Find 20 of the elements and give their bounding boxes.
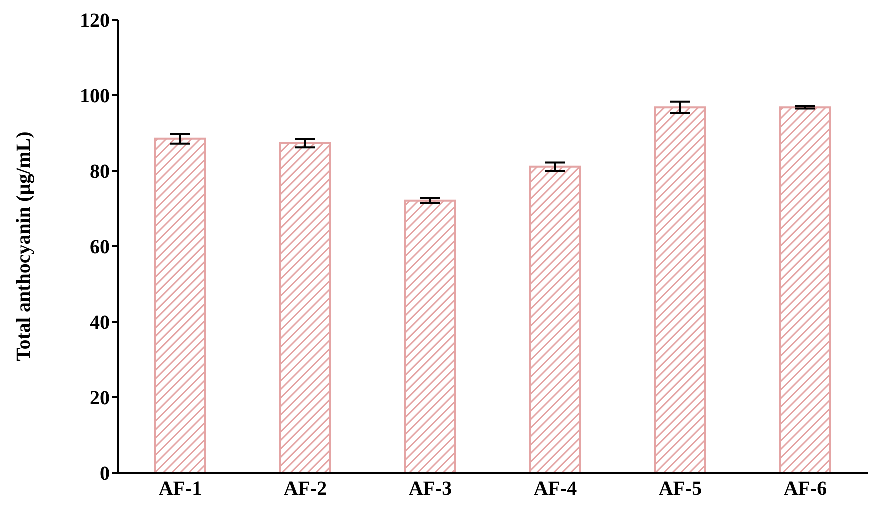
x-tick-label: AF-1	[158, 478, 202, 500]
y-tick-label: 0	[100, 463, 110, 486]
y-tick-label: 100	[80, 86, 110, 108]
y-tick-label: 40	[90, 312, 110, 334]
bar	[530, 166, 582, 473]
y-tick-label: 80	[90, 161, 110, 184]
bar	[404, 200, 456, 473]
bar	[280, 142, 332, 473]
x-tick-label: AF-3	[408, 478, 452, 500]
bar	[654, 106, 706, 473]
x-tick-label: AF-5	[658, 478, 702, 500]
x-tick-label: AF-2	[284, 478, 328, 500]
x-tick-label: AF-4	[534, 478, 578, 500]
y-tick-label: 60	[90, 236, 110, 259]
y-tick-label: 120	[80, 10, 110, 32]
y-axis-title: Total anthocyanin (μg/mL)	[13, 132, 36, 362]
bar	[780, 106, 832, 473]
bar	[154, 138, 206, 473]
x-tick-label: AF-6	[784, 478, 828, 500]
y-tick-label: 20	[90, 388, 110, 410]
